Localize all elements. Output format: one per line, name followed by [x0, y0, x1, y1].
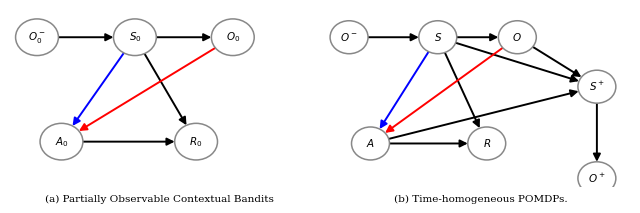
Text: $S^+$: $S^+$ — [589, 80, 605, 93]
Text: (b) Time-homogeneous POMDPs.: (b) Time-homogeneous POMDPs. — [394, 195, 568, 204]
Text: $O^+$: $O^+$ — [588, 172, 605, 185]
Ellipse shape — [113, 19, 156, 56]
Ellipse shape — [578, 162, 616, 195]
Text: $O^-$: $O^-$ — [340, 31, 358, 43]
Text: $O_0^-$: $O_0^-$ — [28, 30, 46, 45]
Text: $O_0$: $O_0$ — [226, 30, 240, 44]
Text: (a) Partially Observable Contextual Bandits: (a) Partially Observable Contextual Band… — [45, 195, 274, 204]
Text: $S$: $S$ — [434, 31, 442, 43]
Text: $O$: $O$ — [513, 31, 522, 43]
Text: $A_0$: $A_0$ — [54, 135, 68, 148]
Ellipse shape — [578, 70, 616, 103]
Ellipse shape — [351, 127, 390, 160]
Ellipse shape — [499, 21, 536, 54]
Text: $S_0$: $S_0$ — [129, 30, 141, 44]
Ellipse shape — [419, 21, 457, 54]
Text: $A$: $A$ — [366, 137, 375, 150]
Text: $R$: $R$ — [483, 137, 491, 150]
Ellipse shape — [40, 123, 83, 160]
Text: $R_0$: $R_0$ — [189, 135, 203, 148]
Ellipse shape — [15, 19, 58, 56]
Ellipse shape — [211, 19, 254, 56]
Ellipse shape — [468, 127, 506, 160]
Ellipse shape — [175, 123, 218, 160]
Ellipse shape — [330, 21, 368, 54]
